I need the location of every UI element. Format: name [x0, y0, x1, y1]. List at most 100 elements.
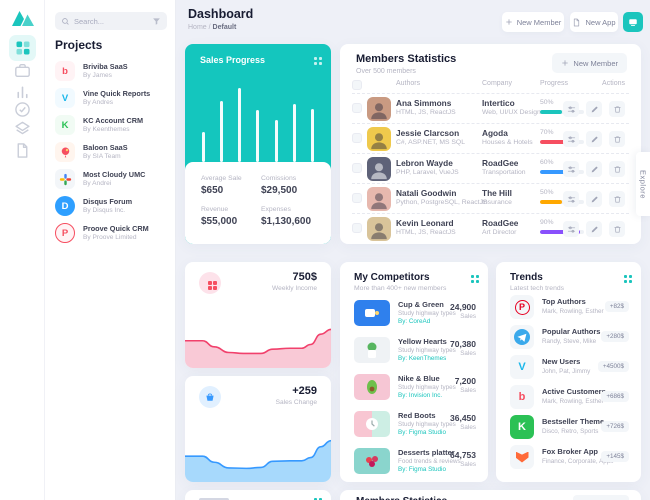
card-partial-members: Members Statistics: [340, 490, 641, 500]
edit-button[interactable]: [586, 161, 602, 177]
trend-item[interactable]: P Top Authors Mark, Rowling, Esther +82$: [510, 295, 629, 319]
competitor-item[interactable]: Cup & Green Study highway types By: Core…: [354, 300, 476, 328]
project-item[interactable]: V Vine Quick Reports By Andres: [55, 87, 167, 111]
col-company: Company: [482, 80, 512, 87]
competitor-thumb: [354, 448, 390, 474]
card-title: Members Statistics: [356, 53, 457, 65]
member-company: Agoda: [482, 128, 508, 138]
delete-button[interactable]: [609, 221, 625, 237]
competitor-thumb: [354, 337, 390, 363]
quick-panel-button[interactable]: [623, 12, 643, 32]
avatar: [367, 97, 391, 121]
project-item[interactable]: P Proove Quick CRM By Proove Limited: [55, 222, 167, 246]
breadcrumb-current: Default: [212, 24, 237, 31]
delete-button[interactable]: [609, 131, 625, 147]
delete-button[interactable]: [609, 191, 625, 207]
row-checkbox[interactable]: [352, 133, 362, 143]
select-all-checkbox[interactable]: [352, 80, 362, 90]
trend-item[interactable]: K Bestseller Theme Disco, Retro, Sports …: [510, 415, 629, 439]
card-menu-icon[interactable]: [314, 498, 317, 500]
card-menu-icon[interactable]: [471, 275, 474, 278]
filter-icon[interactable]: [152, 17, 161, 26]
member-name[interactable]: Kevin Leonard: [396, 218, 454, 228]
project-item[interactable]: b Briviba SaaS By James: [55, 60, 167, 84]
progress-bar: [540, 230, 584, 234]
project-item[interactable]: Baloon SaaS By SIA Team: [55, 141, 167, 165]
table-row: Lebron Wayde PHP, Laravel, VueJS RoadGee…: [352, 153, 629, 183]
settings-button[interactable]: [563, 191, 579, 207]
member-name[interactable]: Ana Simmons: [396, 98, 452, 108]
member-field: Web, UI/UX Design: [482, 109, 541, 116]
row-checkbox[interactable]: [352, 223, 362, 233]
edit-button[interactable]: [586, 131, 602, 147]
new-app-button[interactable]: New App: [570, 12, 618, 32]
competitor-author-link[interactable]: By: CoreAd: [398, 318, 431, 325]
briefcase-icon[interactable]: [14, 62, 31, 79]
trend-item[interactable]: Popular Authors Randy, Steve, Mike +280$: [510, 325, 629, 349]
sales-progress-card: Sales Progress Average Sale $650 Comissi…: [185, 44, 331, 244]
edit-button[interactable]: [586, 191, 602, 207]
member-name[interactable]: Lebron Wayde: [396, 158, 453, 168]
telegram-icon: [510, 325, 534, 349]
app-logo[interactable]: [11, 9, 35, 27]
competitor-author-link[interactable]: By: KeenThemes: [398, 355, 447, 362]
competitor-item[interactable]: Desserts platter Food trends & reviews B…: [354, 448, 476, 476]
brand-b-icon: b: [510, 385, 534, 409]
delete-button[interactable]: [609, 161, 625, 177]
card-title: Members Statistics: [356, 496, 447, 500]
project-item[interactable]: D Disqus Forum By Disqus Inc.: [55, 195, 167, 219]
card-menu-icon[interactable]: [314, 57, 317, 60]
weekly-income-label: Weekly Income: [272, 285, 317, 292]
row-checkbox[interactable]: [352, 103, 362, 113]
page-title: Dashboard: [188, 7, 254, 21]
weekly-income-card: 750$ Weekly Income: [185, 262, 331, 368]
avatar: [367, 217, 391, 241]
edit-button[interactable]: [586, 101, 602, 117]
avatar: [367, 157, 391, 181]
row-checkbox[interactable]: [352, 193, 362, 203]
member-name[interactable]: Natali Goodwin: [396, 188, 457, 198]
check-circle-icon[interactable]: [14, 101, 31, 118]
card-menu-icon[interactable]: [624, 275, 627, 278]
settings-button[interactable]: [563, 131, 579, 147]
bar-chart-icon[interactable]: [14, 83, 31, 100]
project-icon-kc: K: [55, 115, 75, 135]
new-member-button[interactable]: New Member: [552, 53, 627, 73]
competitor-item[interactable]: Yellow Hearts Study highway types By: Ke…: [354, 337, 476, 365]
competitor-author-link[interactable]: By: Figma Studio: [398, 429, 446, 436]
trend-item[interactable]: V New Users John, Pat, Jimmy +4500$: [510, 355, 629, 379]
edit-button[interactable]: [586, 221, 602, 237]
layers-icon[interactable]: [14, 120, 31, 137]
trend-item[interactable]: Fox Broker App Finance, Corporate, Apps …: [510, 445, 629, 469]
clipped-button[interactable]: [573, 495, 629, 500]
competitor-thumb: [354, 300, 390, 326]
trend-item[interactable]: b Active Customers Mark, Rowling, Esther…: [510, 385, 629, 409]
competitor-author-link[interactable]: By: Invision Inc.: [398, 392, 443, 399]
project-item[interactable]: Most Cloudy UMC By Andrei: [55, 168, 167, 192]
card-subtitle: Latest tech trends: [510, 285, 565, 292]
new-member-button[interactable]: New Member: [502, 12, 564, 32]
sidebar-item-dashboard[interactable]: [9, 35, 36, 61]
breadcrumb-home[interactable]: Home: [188, 24, 207, 31]
sales-bar-chart: [202, 88, 314, 162]
member-name[interactable]: Jessie Clarcson: [396, 128, 460, 138]
file-icon: [574, 18, 580, 26]
weekly-income-value: 750$: [292, 271, 317, 283]
member-skills: HTML, JS, ReactJS: [396, 229, 456, 236]
competitor-author-link[interactable]: By: Figma Studio: [398, 466, 446, 473]
settings-button[interactable]: [563, 161, 579, 177]
settings-button[interactable]: [563, 221, 579, 237]
settings-button[interactable]: [563, 101, 579, 117]
competitor-item[interactable]: Red Boots Study highway types By: Figma …: [354, 411, 476, 439]
explore-tab[interactable]: Explore: [636, 152, 650, 216]
project-icon-proove: P: [55, 223, 75, 243]
delete-button[interactable]: [609, 101, 625, 117]
settings-icon: [567, 166, 575, 172]
search-input[interactable]: [74, 16, 148, 26]
row-checkbox[interactable]: [352, 163, 362, 173]
progress-bar: [540, 110, 584, 114]
document-icon[interactable]: [14, 142, 31, 159]
project-item[interactable]: K KC Account CRM By Keenthemes: [55, 114, 167, 138]
search-icon: [62, 17, 69, 25]
competitor-item[interactable]: Nike & Blue Study highway types By: Invi…: [354, 374, 476, 402]
